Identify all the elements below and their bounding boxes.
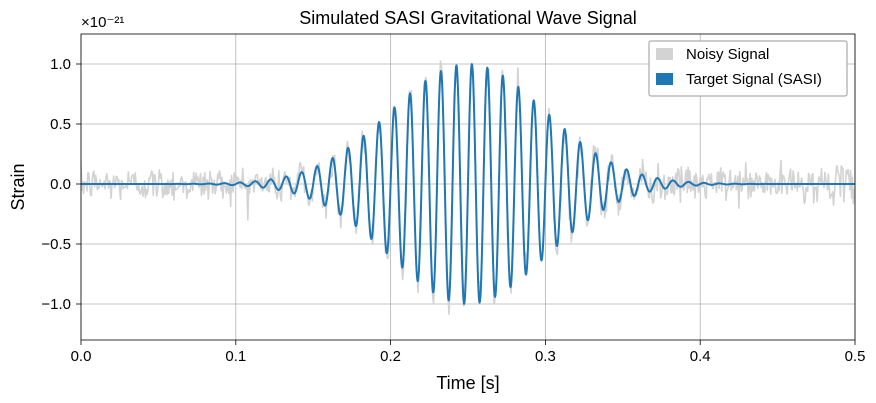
y-axis-label: Strain [8, 163, 28, 210]
y-tick-label: −1.0 [41, 296, 71, 313]
legend: Noisy Signal Target Signal (SASI) [648, 40, 848, 97]
legend-frame [648, 40, 848, 97]
x-tick-label: 0.1 [225, 348, 246, 365]
legend-swatch-target-signal [656, 73, 673, 85]
y-offset-label: ×10⁻²¹ [81, 14, 124, 31]
series-line-target-signal [81, 63, 855, 305]
x-axis-label: Time [s] [436, 373, 499, 393]
y-axis: −1.0 −0.5 0.0 0.5 1.0 [41, 56, 81, 313]
legend-swatch-noisy-signal [656, 48, 673, 60]
y-tick-label: 0.5 [50, 116, 71, 133]
y-tick-label: −0.5 [41, 236, 71, 253]
y-tick-label: 0.0 [50, 176, 71, 193]
legend-label-target-signal: Target Signal (SASI) [686, 71, 822, 88]
y-tick-label: 1.0 [50, 56, 71, 73]
legend-label-noisy-signal: Noisy Signal [686, 46, 769, 63]
chart-title: Simulated SASI Gravitational Wave Signal [299, 8, 637, 28]
x-tick-label: 0.2 [380, 348, 401, 365]
x-tick-label: 0.4 [690, 348, 711, 365]
x-tick-label: 0.3 [535, 348, 556, 365]
x-axis: 0.0 0.1 0.2 0.3 0.4 0.5 [71, 340, 866, 365]
plot-area [81, 60, 855, 315]
plot-frame [80, 33, 856, 341]
x-tick-label: 0.0 [71, 348, 92, 365]
x-tick-label: 0.5 [845, 348, 866, 365]
